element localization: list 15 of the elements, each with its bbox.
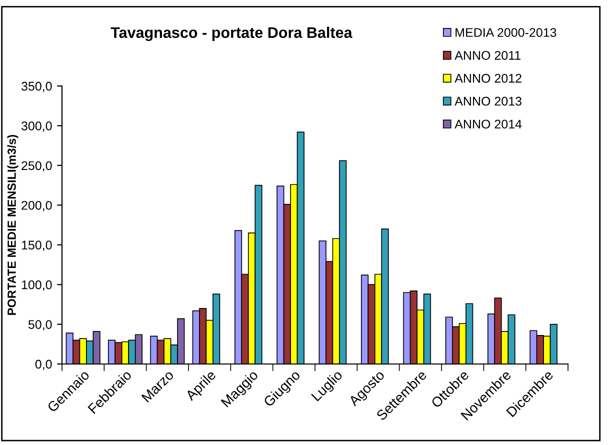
y-tick-label: 0,0 (35, 360, 52, 370)
y-tick-label: 100,0 (22, 280, 52, 291)
y-tick-label: 150,0 (22, 240, 52, 251)
legend-label: ANNO 2013 (454, 96, 522, 106)
y-axis-title: PORTATE MEDIE MENSILI(m3/s) (7, 134, 18, 315)
legend-label: ANNO 2012 (454, 74, 522, 83)
legend-label: ANNO 2011 (454, 50, 520, 60)
y-tick-label: 50,0 (28, 320, 52, 330)
y-tick-label: 350,0 (21, 82, 52, 92)
y-tick-label: 300,0 (21, 122, 52, 132)
legend-label: ANNO 2014 (454, 120, 522, 129)
y-tick-label: 200,0 (22, 200, 52, 212)
y-tick-label: 250,0 (22, 161, 52, 172)
legend-label: MEDIA 2000-2013 (456, 28, 556, 37)
chart-title: Tavagnasco - portate Dora Baltea (110, 26, 352, 42)
